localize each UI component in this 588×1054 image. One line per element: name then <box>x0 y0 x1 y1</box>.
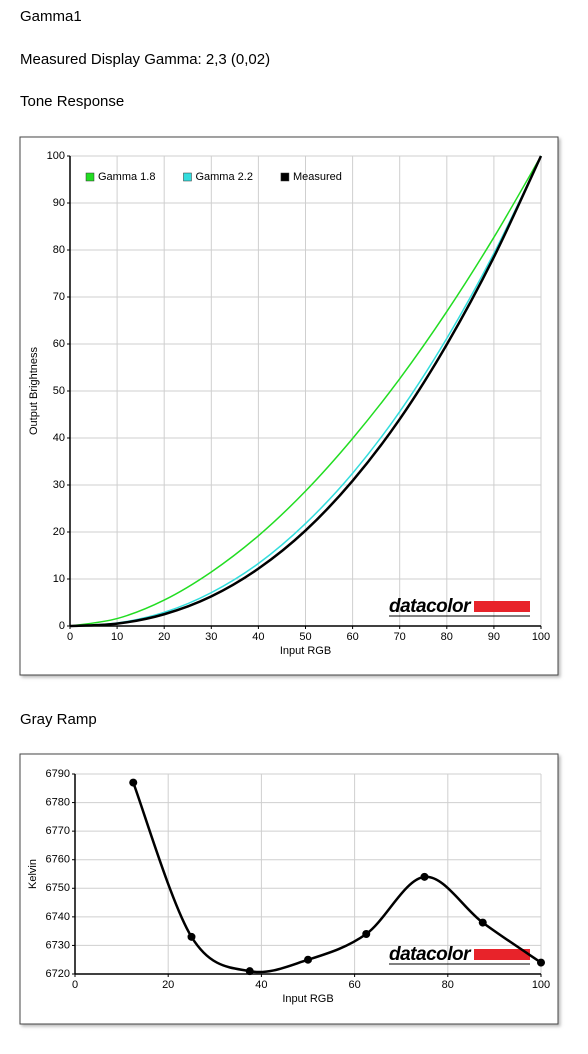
gamma-summary: Measured Display Gamma: 2,3 (0,02) <box>20 51 270 68</box>
legend-label: Measured <box>293 171 342 183</box>
y-tick-label: 6760 <box>46 854 70 866</box>
x-tick-label: 100 <box>532 979 550 991</box>
y-axis-label: Output Brightness <box>28 346 40 435</box>
point <box>304 955 312 964</box>
y-tick-label: 6780 <box>46 796 70 808</box>
legend-swatch <box>85 172 95 182</box>
y-tick-label: 70 <box>53 291 65 303</box>
y-tick-label: 80 <box>53 244 65 256</box>
series-line <box>69 155 542 627</box>
x-tick-label: 20 <box>158 631 170 643</box>
x-tick-label: 80 <box>442 979 454 991</box>
y-tick-label: 6740 <box>46 911 70 923</box>
x-axis-label: Input RGB <box>280 645 331 657</box>
point <box>245 967 254 976</box>
x-tick-label: 60 <box>346 631 358 643</box>
y-tick-label: 6730 <box>46 939 70 951</box>
section-title: Tone Response <box>20 93 124 110</box>
y-tick-label: 60 <box>53 338 65 350</box>
logo-bar <box>474 949 530 960</box>
chart-frame <box>19 753 559 1025</box>
y-tick-label: 20 <box>53 526 65 538</box>
x-tick-label: 40 <box>255 979 267 991</box>
x-tick-label: 50 <box>299 631 311 643</box>
point <box>129 778 138 787</box>
point <box>478 918 487 927</box>
x-tick-label: 10 <box>111 631 123 643</box>
y-tick-label: 6720 <box>46 968 70 980</box>
point <box>420 872 429 881</box>
chart-frame <box>19 136 559 676</box>
x-tick-label: 70 <box>394 631 406 643</box>
y-tick-label: 6750 <box>46 882 70 894</box>
y-tick-label: 30 <box>53 479 65 491</box>
y-tick-label: 40 <box>53 432 65 444</box>
y-tick-label: 50 <box>53 385 65 397</box>
legend-label: Gamma 1.8 <box>98 171 155 183</box>
watermark: datacolor <box>389 596 472 617</box>
page-title: Gamma1 <box>20 8 82 25</box>
series-line <box>69 155 542 627</box>
section-title: Gray Ramp <box>20 711 97 728</box>
x-tick-label: 90 <box>488 631 500 643</box>
x-tick-label: 80 <box>441 631 453 643</box>
legend-swatch <box>183 172 192 182</box>
series-line <box>69 155 543 628</box>
x-tick-label: 100 <box>532 631 550 643</box>
x-tick-label: 30 <box>205 631 217 643</box>
legend-label: Gamma 2.2 <box>195 171 252 183</box>
y-tick-label: 90 <box>53 197 65 209</box>
x-tick-label: 0 <box>67 631 73 643</box>
x-tick-label: 60 <box>348 979 360 991</box>
logo-bar <box>474 601 530 612</box>
y-tick-label: 100 <box>47 150 65 162</box>
point <box>537 958 545 967</box>
point <box>187 932 196 941</box>
x-axis-label: Input RGB <box>282 993 333 1005</box>
y-tick-label: 6770 <box>46 825 70 837</box>
y-axis-label: Kelvin <box>27 859 39 889</box>
x-tick-label: 0 <box>72 979 78 991</box>
point <box>362 930 371 938</box>
y-tick-label: 6790 <box>46 768 70 780</box>
y-tick-label: 10 <box>53 573 65 585</box>
y-tick-label: 0 <box>59 620 65 632</box>
watermark: datacolor <box>389 944 472 965</box>
x-tick-label: 20 <box>162 979 174 991</box>
x-tick-label: 40 <box>252 631 264 643</box>
legend-swatch <box>280 172 290 182</box>
